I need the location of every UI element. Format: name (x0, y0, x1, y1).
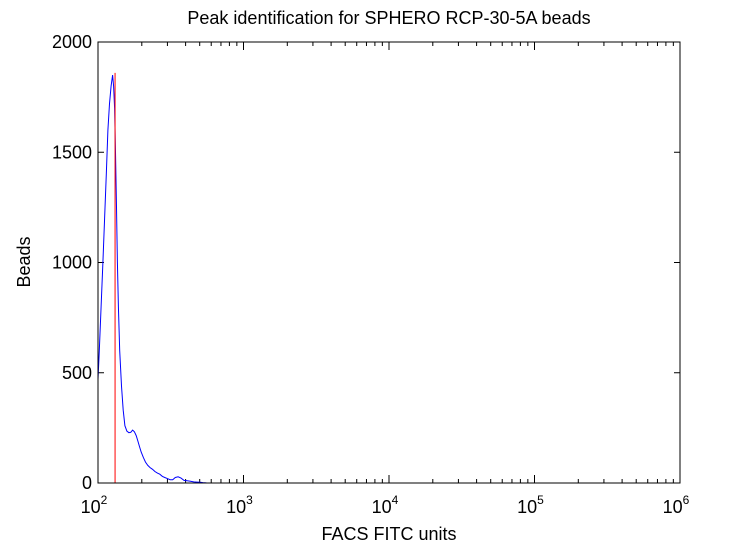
plot-frame (97, 41, 681, 484)
chart-title: Peak identification for SPHERO RCP-30-5A… (187, 8, 590, 28)
y-tick-label: 1500 (52, 142, 92, 162)
x-tick-label: 103 (226, 493, 253, 517)
y-axis-label: Beads (14, 236, 34, 287)
y-tick-label: 2000 (52, 32, 92, 52)
y-tick-label: 0 (82, 473, 92, 493)
x-tick-label: 105 (517, 493, 544, 517)
series-layer (97, 75, 207, 484)
x-tick-label: 102 (81, 493, 108, 517)
x-tick-labels: 102 103 104 105 106 (81, 493, 690, 517)
y-tick-label: 1000 (52, 253, 92, 273)
x-tick-label: 104 (372, 493, 399, 517)
series-line (97, 75, 207, 484)
y-tick-labels: 0 500 1000 1500 2000 (52, 32, 92, 493)
y-tick-label: 500 (62, 363, 92, 383)
x-tick-label: 106 (663, 493, 690, 517)
plot-area (98, 42, 680, 483)
x-axis-label: FACS FITC units (321, 524, 456, 544)
